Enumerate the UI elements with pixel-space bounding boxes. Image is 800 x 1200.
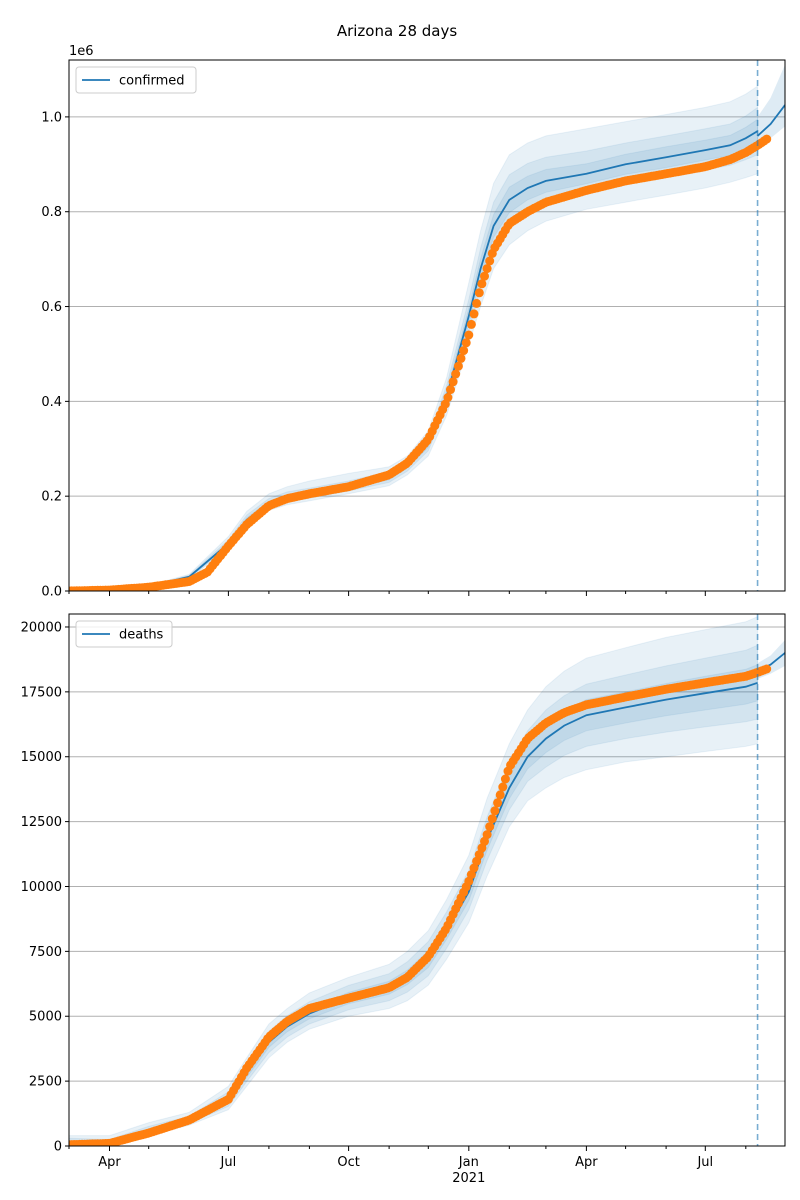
observed-point: [495, 790, 505, 800]
observed-point: [762, 134, 772, 144]
observed-point: [472, 298, 482, 308]
observed-point: [474, 288, 484, 298]
legend-label: confirmed: [119, 74, 185, 89]
y-tick-label: 1.0: [41, 110, 62, 125]
observed-point: [448, 377, 458, 387]
y-tick-label: 2500: [29, 1075, 62, 1090]
legend-box: [75, 66, 197, 94]
uncertainty-band: [69, 644, 759, 1146]
observed-point: [461, 338, 471, 348]
observed-point: [487, 814, 497, 824]
legend-label: deaths: [119, 628, 164, 643]
legend: confirmed: [75, 66, 197, 94]
model-line: [69, 130, 759, 591]
observed-point: [456, 353, 466, 363]
y-scale-label: 1e6: [69, 44, 94, 59]
y-tick-label: 20000: [21, 620, 62, 635]
axes-frame: [68, 59, 786, 592]
x-tick-label: Jul: [220, 1155, 237, 1170]
y-tick-label: 0.8: [41, 205, 62, 220]
x-tick-label: Apr: [575, 1155, 598, 1170]
y-tick-label: 12500: [21, 815, 62, 830]
x-tick-label: Oct: [337, 1155, 359, 1170]
observed-point: [480, 271, 489, 281]
projection-band: [757, 64, 785, 146]
y-tick-label: 5000: [29, 1010, 62, 1025]
observed-point: [453, 361, 463, 371]
observed-point: [493, 798, 503, 808]
plot-area: [69, 64, 785, 591]
x-year-label: 2021: [452, 1171, 485, 1186]
observed-point: [490, 806, 500, 816]
observed-point: [762, 664, 772, 674]
y-tick-label: 0.6: [41, 300, 62, 315]
observed-point: [451, 369, 461, 379]
projection-line: [756, 104, 785, 137]
plot-area: [69, 615, 785, 1146]
observed-point: [464, 330, 474, 340]
legend: deaths: [75, 620, 173, 648]
deaths-panel: 0 2500 5000 7500 10000 12500 15000 17500 20000 Ap…: [21, 613, 786, 1186]
uncertainty-band: [69, 85, 759, 591]
observed-point: [482, 264, 492, 274]
observed-point: [459, 346, 469, 356]
y-tick-label: 7500: [29, 945, 62, 960]
legend-box: [75, 620, 173, 648]
y-tick-label: 0.0: [41, 585, 62, 600]
uncertainty-band: [69, 615, 759, 1146]
confirmed-panel: 0.0 0.2 0.4 0.6 0.8 1.0 1e6 confirmed: [41, 44, 786, 600]
y-tick-label: 0: [54, 1140, 62, 1155]
y-tick-label: 17500: [21, 685, 62, 700]
observed-point: [446, 385, 455, 395]
observed-point: [469, 309, 479, 319]
figure-title: Arizona 28 days: [337, 22, 458, 40]
y-tick-label: 10000: [21, 880, 62, 895]
observed-point: [443, 393, 453, 402]
axes-frame: [68, 613, 786, 1147]
observed-point: [466, 319, 476, 329]
observed-point: [482, 830, 492, 840]
observed-point: [498, 782, 508, 792]
observed-point: [485, 256, 495, 266]
y-tick-label: 0.2: [41, 490, 62, 505]
y-tick-label: 15000: [21, 750, 62, 765]
observed-point: [477, 279, 487, 289]
y-tick-label: 0.4: [41, 395, 62, 410]
observed-point: [500, 774, 510, 784]
observed-point: [485, 822, 495, 832]
x-tick-label: Jan: [458, 1155, 479, 1170]
x-tick-label: Jul: [696, 1155, 713, 1170]
x-tick-label: Apr: [98, 1155, 121, 1170]
